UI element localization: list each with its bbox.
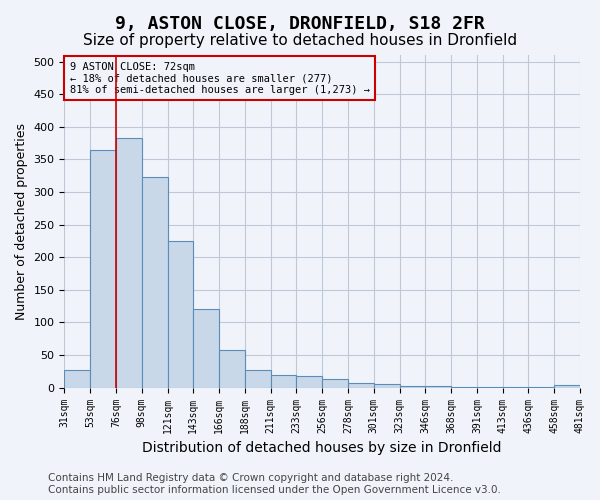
- Bar: [425, 386, 451, 388]
- Bar: [193, 310, 219, 388]
- Bar: [322, 378, 348, 388]
- Y-axis label: Number of detached properties: Number of detached properties: [15, 123, 28, 320]
- Bar: [219, 350, 245, 388]
- Text: 9 ASTON CLOSE: 72sqm
← 18% of detached houses are smaller (277)
81% of semi-deta: 9 ASTON CLOSE: 72sqm ← 18% of detached h…: [70, 62, 370, 95]
- Bar: [529, 387, 554, 388]
- Bar: [503, 387, 529, 388]
- Bar: [116, 138, 142, 388]
- Bar: [374, 384, 400, 388]
- Bar: [90, 150, 116, 388]
- Bar: [296, 376, 322, 388]
- Bar: [271, 374, 296, 388]
- Bar: [245, 370, 271, 388]
- Bar: [348, 383, 374, 388]
- Bar: [167, 241, 193, 388]
- Text: Contains HM Land Registry data © Crown copyright and database right 2024.
Contai: Contains HM Land Registry data © Crown c…: [48, 474, 501, 495]
- Bar: [142, 177, 167, 388]
- Bar: [451, 387, 477, 388]
- Bar: [64, 370, 90, 388]
- X-axis label: Distribution of detached houses by size in Dronfield: Distribution of detached houses by size …: [142, 441, 502, 455]
- Bar: [554, 385, 580, 388]
- Bar: [477, 387, 503, 388]
- Text: 9, ASTON CLOSE, DRONFIELD, S18 2FR: 9, ASTON CLOSE, DRONFIELD, S18 2FR: [115, 15, 485, 33]
- Bar: [400, 386, 425, 388]
- Text: Size of property relative to detached houses in Dronfield: Size of property relative to detached ho…: [83, 32, 517, 48]
